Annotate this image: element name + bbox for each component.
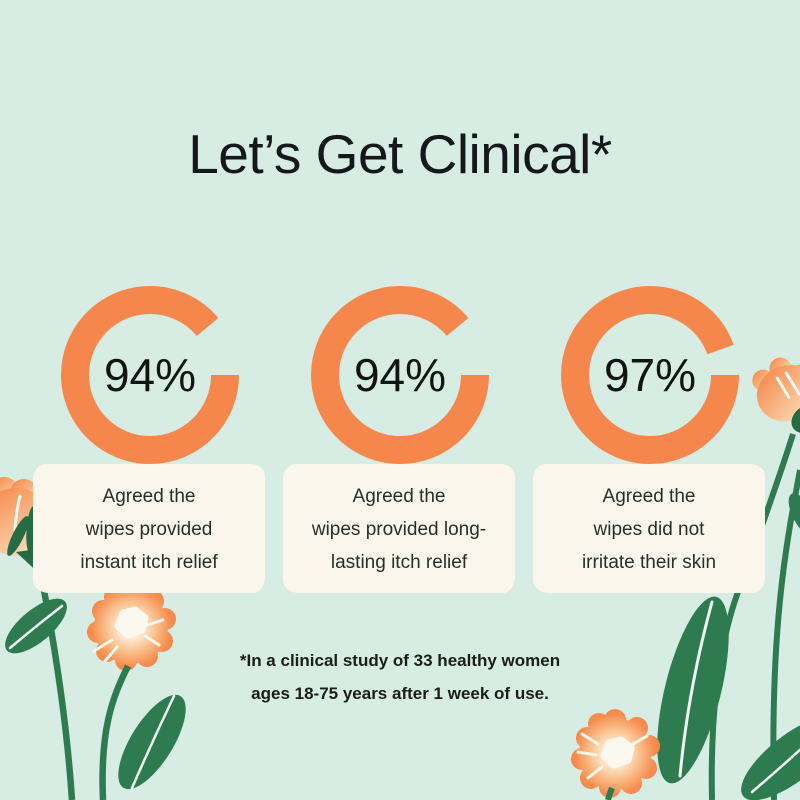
stat-card-text: wipes provided [85,519,213,540]
stat-card-text: wipes did not [593,519,705,540]
donut-ring-1: 94% [55,280,245,470]
footnote-line: ages 18-75 years after 1 week of use. [251,684,549,703]
stat-card-2: Agreed the wipes provided long- lasting … [283,464,515,593]
leaf-icon [788,493,800,537]
stat-card-text: instant itch relief [80,552,218,573]
stat-card-text: Agreed the [102,486,196,507]
page-title: Let’s Get Clinical* [188,123,612,185]
flower-stem [770,469,800,800]
footnote-line: *In a clinical study of 33 healthy women [239,651,561,670]
stat-card-text: irritate their skin [581,552,717,573]
percent-value: 97% [603,349,697,401]
footnote: *In a clinical study of 33 healthy women… [0,644,800,710]
percent-value: 94% [353,349,447,401]
stat-card-text: Agreed the [352,486,446,507]
calendula-flower-icon [571,709,660,800]
stat-card-3: Agreed the wipes did not irritate their … [533,464,765,593]
stat-card-text: wipes provided long- [311,519,487,540]
donut-ring-3: 97% [555,280,745,470]
donut-ring-arc [61,286,239,464]
donut-ring-2: 94% [305,280,495,470]
flower-bud-icon [752,357,800,434]
stat-card-text: lasting itch relief [330,552,468,573]
donut-ring-arc [561,286,739,464]
donut-ring-arc [311,286,489,464]
percent-value: 94% [103,349,197,401]
stat-card-text: Agreed the [602,486,696,507]
stat-card-1: Agreed the wipes provided instant itch r… [33,464,265,593]
leaf-icon [741,715,800,800]
